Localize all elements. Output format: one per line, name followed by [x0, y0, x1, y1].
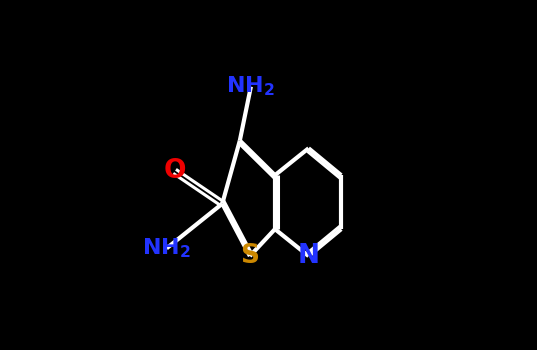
Text: $\mathregular{NH_2}$: $\mathregular{NH_2}$ — [227, 75, 275, 98]
Text: $\mathregular{NH_2}$: $\mathregular{NH_2}$ — [142, 237, 191, 260]
Text: O: O — [163, 158, 186, 184]
Text: S: S — [241, 243, 259, 269]
Text: N: N — [297, 243, 320, 269]
